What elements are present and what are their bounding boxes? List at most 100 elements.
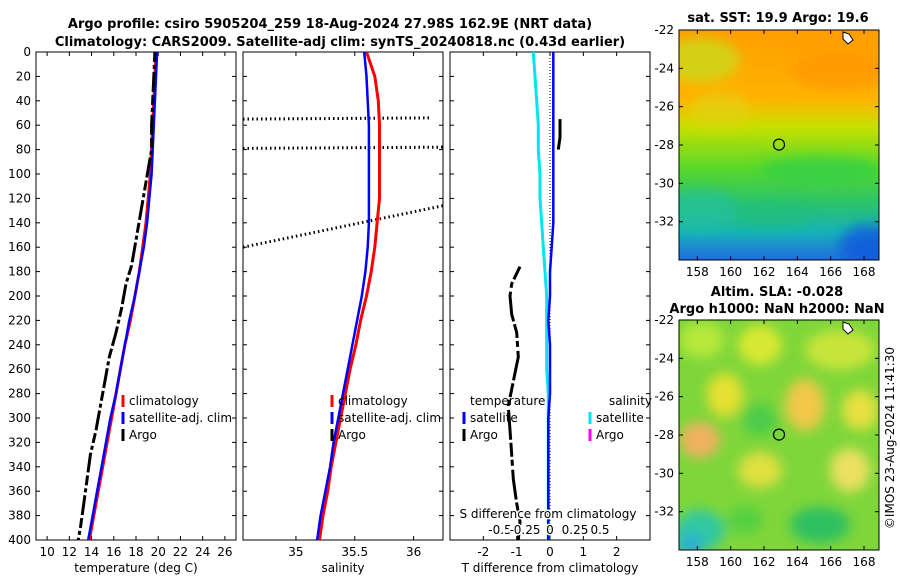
- s-difference-tick-label: -0.25: [509, 523, 540, 537]
- temperature-xtick-label: 26: [217, 545, 232, 559]
- argo-temperature-difference-line: [556, 119, 562, 150]
- difference-xtick-label: 1: [580, 545, 588, 559]
- legend-climatology-label: climatology: [129, 394, 199, 408]
- legend-argo-label: Argo: [129, 428, 157, 442]
- salinity-xtick-label: 36: [406, 545, 421, 559]
- legend-t-argo-label: Argo: [470, 428, 498, 442]
- s-difference-tick-label: 0.25: [562, 523, 589, 537]
- argo-position-marker: [772, 428, 786, 441]
- argo-temperature-line: [76, 52, 157, 540]
- sst-lat-tick-label: -22: [654, 23, 674, 37]
- depth-ytick-label: 400: [8, 533, 31, 547]
- depth-ytick-label: 360: [8, 484, 31, 498]
- island-shape: [842, 321, 854, 335]
- sst-lat-tick-label: -30: [654, 176, 674, 190]
- figure-title-line1: Argo profile: csiro 5905204_259 18-Aug-2…: [68, 17, 592, 32]
- depth-ytick-label: 80: [16, 143, 31, 157]
- legend-salinity-title: salinity: [609, 394, 652, 408]
- sla-heatmap: [679, 320, 879, 550]
- sla-lon-tick-label: 166: [819, 555, 842, 569]
- depth-ytick-label: 40: [16, 94, 31, 108]
- depth-ytick-label: 340: [8, 460, 31, 474]
- sla-lat-tick-label: -24: [654, 351, 674, 365]
- sla-map-title-line2: Argo h1000: NaN h2000: NaN: [669, 302, 884, 317]
- temperature-xtick-label: 14: [84, 545, 99, 559]
- legend-t-satellite-label: satellite: [470, 411, 518, 425]
- satellite-salinity-line: [315, 52, 371, 540]
- temperature-xlabel: temperature (deg C): [74, 561, 197, 575]
- legend-satellite-label: satellite-adj. clim: [338, 411, 441, 425]
- temperature-xtick-label: 12: [62, 545, 77, 559]
- imos-timestamp-watermark: ©IMOS 23-Aug-2024 11:41:30: [883, 347, 897, 529]
- sst-lat-tick-label: -32: [654, 215, 674, 229]
- sla-lon-tick-label: 168: [853, 555, 876, 569]
- depth-ytick-label: 160: [8, 240, 31, 254]
- sst-lon-tick-label: 164: [786, 265, 809, 279]
- salinity-xlabel: salinity: [321, 561, 364, 575]
- island-shape: [842, 31, 854, 45]
- argo-temperature-difference-line: [506, 266, 522, 540]
- depth-ytick-label: 380: [8, 509, 31, 523]
- s-difference-tick-label: 0.5: [590, 523, 609, 537]
- temperature-xtick-label: 18: [128, 545, 143, 559]
- sst-lat-tick-label: -24: [654, 61, 674, 75]
- sla-lat-tick-label: -22: [654, 313, 674, 327]
- temperature-xtick-label: 24: [195, 545, 210, 559]
- temperature-xtick-label: 16: [106, 545, 121, 559]
- sla-lon-tick-label: 164: [786, 555, 809, 569]
- depth-ytick-label: 200: [8, 289, 31, 303]
- sst-lon-tick-label: 160: [719, 265, 742, 279]
- difference-xtick-label: -1: [511, 545, 523, 559]
- depth-ytick-label: 60: [16, 118, 31, 132]
- sst-lon-tick-label: 158: [686, 265, 709, 279]
- depth-ytick-label: 260: [8, 362, 31, 376]
- sst-heatmap: [679, 30, 879, 260]
- depth-ytick-label: 0: [23, 45, 31, 59]
- depth-ytick-label: 300: [8, 411, 31, 425]
- argo-position-marker: [772, 138, 786, 151]
- sst-lon-tick-label: 162: [753, 265, 776, 279]
- sla-lon-tick-label: 162: [753, 555, 776, 569]
- figure-title-line2: Climatology: CARS2009. Satellite-adj cli…: [55, 35, 625, 50]
- legend-argo-label: Argo: [338, 428, 366, 442]
- t-difference-xlabel: T difference from climatology: [461, 561, 639, 575]
- depth-ytick-label: 240: [8, 338, 31, 352]
- temperature-xtick-label: 22: [173, 545, 188, 559]
- climatology-salinity-line: [318, 52, 381, 540]
- satellite-temperature-line: [86, 52, 159, 540]
- sst-lat-tick-label: -26: [654, 100, 674, 114]
- sst-lon-tick-label: 166: [819, 265, 842, 279]
- temperature-xtick-label: 10: [39, 545, 54, 559]
- temperature-xtick-label: 20: [151, 545, 166, 559]
- legend-s-satellite-label: satellite: [596, 411, 644, 425]
- depth-ytick-label: 100: [8, 167, 31, 181]
- sst-map-panel: sat. SST: 19.9 Argo: 19.6 158 160 162 164 16…: [654, 11, 880, 279]
- legend-s-argo-label: Argo: [596, 428, 624, 442]
- depth-ytick-label: 120: [8, 191, 31, 205]
- depth-ytick-label: 140: [8, 216, 31, 230]
- s-difference-tick-label: -0.5: [488, 523, 511, 537]
- temperature-satellite-difference-line: [547, 52, 555, 540]
- sla-lat-tick-label: -28: [654, 428, 674, 442]
- difference-xtick-label: 2: [613, 545, 621, 559]
- sla-map-title-line1: Altim. SLA: -0.028: [711, 285, 843, 300]
- difference-xtick-label: 0: [546, 545, 554, 559]
- sst-map-title: sat. SST: 19.9 Argo: 19.6: [687, 11, 868, 26]
- s-difference-label: S difference from climatology: [460, 507, 637, 521]
- salinity-xtick-label: 35: [288, 545, 303, 559]
- sst-lat-tick-label: -28: [654, 138, 674, 152]
- difference-legend: temperature satellite Argo salinity sate…: [462, 394, 652, 442]
- s-difference-tick-label: 0: [546, 523, 554, 537]
- sla-lat-tick-label: -32: [654, 505, 674, 519]
- sla-lat-tick-label: -26: [654, 390, 674, 404]
- depth-ytick-label: 180: [8, 265, 31, 279]
- legend-temperature-title: temperature: [470, 394, 545, 408]
- depth-ytick-label: 280: [8, 387, 31, 401]
- sst-lon-tick-label: 168: [853, 265, 876, 279]
- difference-panel: -2 -1 0 1 2 S difference from climatology -0…: [449, 51, 652, 575]
- sla-map-panel: Altim. SLA: -0.028 Argo h1000: NaN h2000…: [654, 285, 884, 569]
- difference-xtick-label: -2: [477, 545, 489, 559]
- temperature-panel: 10 12 14 16 18 20 22 24 26 0 20 40 60 80 100 120 140 160…: [8, 45, 237, 575]
- temperature-legend: climatology satellite-adj. clim Argo: [121, 394, 232, 442]
